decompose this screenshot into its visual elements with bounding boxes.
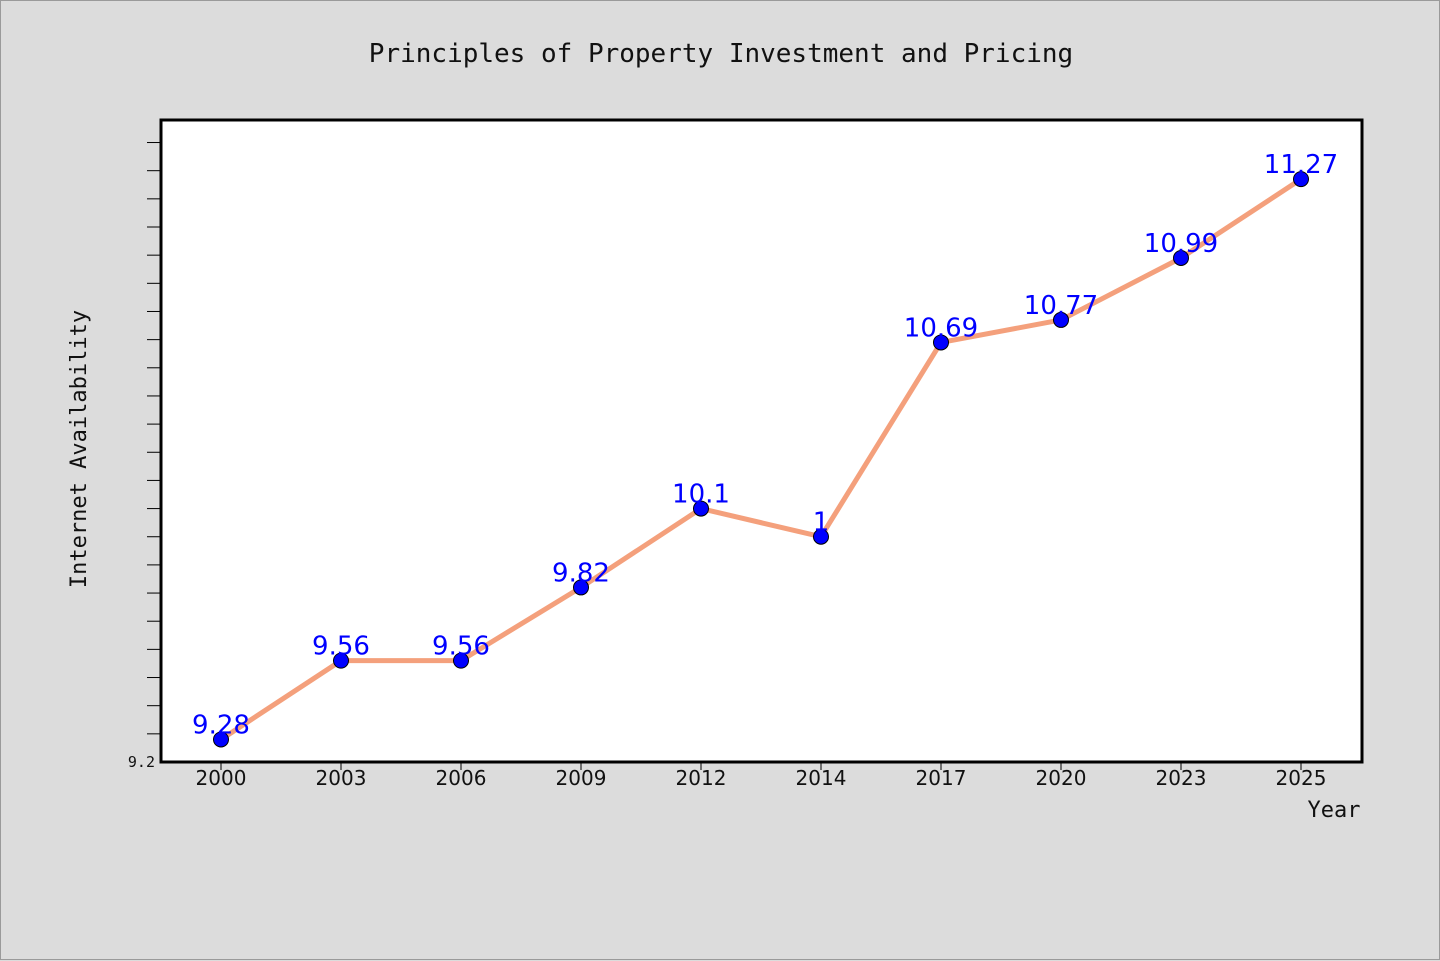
x-tick-label: 2020: [1036, 766, 1087, 790]
data-label-group: 9.28 9.56 9.56 9.82 10.1 1 10.69 10.77 10.99 11.2…: [192, 150, 1338, 740]
x-axis-ticks: 2000 2003 2006 2009 2012 2014 2017 2020 2023 2025: [196, 762, 1327, 790]
data-label: 11.27: [1264, 150, 1338, 180]
data-point: [693, 500, 709, 517]
data-point: [813, 528, 829, 545]
data-label: 9.82: [552, 558, 610, 588]
x-tick-label: 2023: [1156, 766, 1207, 790]
data-point: [1293, 171, 1309, 188]
x-axis-label: Year: [1308, 798, 1361, 823]
data-point: [333, 652, 349, 669]
x-tick-label: 2009: [556, 766, 607, 790]
x-tick-label: 2003: [316, 766, 367, 790]
y-axis-ticks: 9.2: [128, 142, 161, 771]
x-tick-label: 2006: [436, 766, 487, 790]
data-point: [1053, 311, 1069, 328]
data-label: 10.77: [1024, 291, 1098, 321]
data-point: [213, 731, 229, 748]
series-line: [219, 177, 1303, 742]
marker-group: [213, 171, 1309, 748]
data-point: [1173, 249, 1189, 266]
plot-area: [159, 118, 1364, 764]
data-label: 9.56: [312, 632, 370, 662]
data-label: 10.1: [672, 480, 730, 510]
data-label: 10.99: [1144, 229, 1218, 259]
data-point: [933, 334, 949, 351]
x-tick-label: 2014: [796, 766, 847, 790]
data-point: [573, 579, 589, 596]
data-point: [453, 652, 469, 669]
y-tick-label: 9.2: [128, 753, 155, 771]
x-tick-label: 2017: [916, 766, 967, 790]
x-tick-label: 2025: [1276, 766, 1327, 790]
series-line-group: [219, 177, 1303, 742]
x-tick-label: 2012: [676, 766, 727, 790]
data-label: 9.28: [192, 710, 250, 740]
data-label: 9.56: [432, 632, 490, 662]
data-label: 10.69: [904, 313, 978, 343]
y-axis-label: Internet Availability: [67, 310, 92, 588]
chart-title: Principles of Property Investment and Pr…: [369, 39, 1073, 69]
x-tick-label: 2000: [196, 766, 247, 790]
data-label: 1: [813, 508, 830, 538]
